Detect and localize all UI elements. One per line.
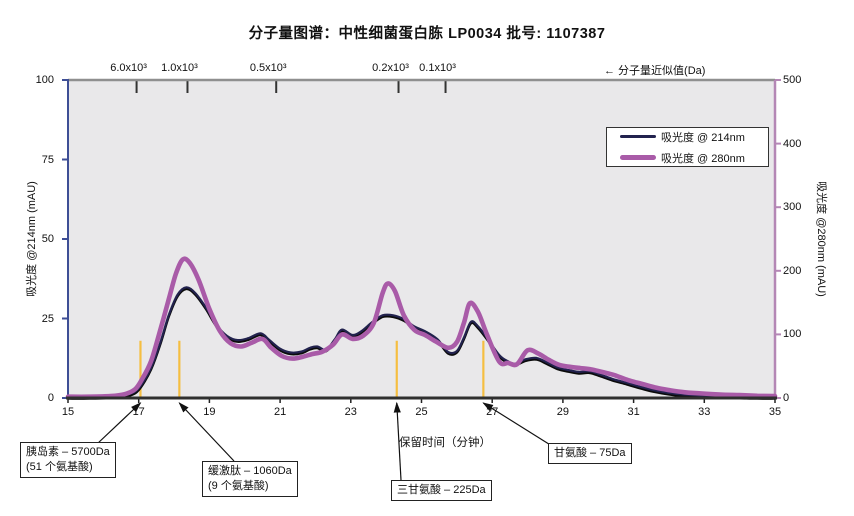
annotation-glycine: 甘氨酸 – 75Da (548, 443, 632, 464)
left-tick-label: 0 (47, 392, 54, 404)
right-tick-label: 100 (783, 328, 802, 341)
annotation-leader-line (178, 402, 235, 462)
x-tick-label: 17 (132, 406, 145, 418)
annotation-triglycine: 三甘氨酸 – 225Da (391, 480, 492, 501)
x-tick-label: 27 (486, 406, 499, 418)
mw-tick-label: 0.1x10³ (419, 62, 456, 74)
mw-tick-label: 1.0x10³ (161, 62, 198, 74)
left-tick-label: 75 (41, 153, 54, 166)
annotation-insulin: 胰岛素 – 5700Da (51 个氨基酸) (20, 442, 116, 478)
legend: 吸光度 @ 214nm 吸光度 @ 280nm (606, 127, 769, 167)
legend-item-280nm: 吸光度 @ 280nm (620, 150, 768, 166)
legend-item-214nm: 吸光度 @ 214nm (620, 129, 768, 145)
right-tick-label: 300 (783, 201, 802, 214)
mw-tick-label: 0.2x10³ (372, 62, 409, 74)
annotation-triglycine-line1: 三甘氨酸 – 225Da (397, 484, 486, 496)
x-tick-label: 19 (203, 406, 216, 418)
annotation-insulin-line2: (51 个氨基酸) (26, 461, 93, 473)
annotation-leader-line (96, 402, 142, 445)
annotation-bradykinin-line2: (9 个氨基酸) (208, 480, 269, 492)
x-tick-label: 31 (627, 406, 640, 418)
right-tick-label: 200 (783, 264, 802, 277)
annotation-leader-line (482, 402, 553, 447)
chart-title: 分子量图谱：中性细菌蛋白胨 LP0034 批号: 1107387 (248, 26, 606, 42)
annotation-glycine-line1: 甘氨酸 – 75Da (554, 447, 626, 459)
x-tick-label: 35 (768, 406, 782, 418)
legend-swatch-280nm-line (620, 155, 656, 160)
x-tick-label: 21 (273, 406, 287, 418)
left-tick-label: 50 (41, 233, 54, 245)
annotation-insulin-line1: 胰岛素 – 5700Da (26, 446, 110, 458)
right-axis-title: 吸光度 @280nm (mAU) (815, 181, 827, 297)
annotation-bradykinin-line1: 缓激肽 – 1060Da (208, 465, 292, 477)
left-tick-label: 100 (35, 74, 54, 86)
mw-axis-note: ← 分子量近似值(Da) (604, 65, 706, 77)
legend-label-280nm: 吸光度 @ 280nm (661, 152, 745, 165)
mw-tick-label: 6.0x10³ (110, 62, 147, 74)
x-tick-label: 25 (415, 406, 428, 418)
absorbance-214nm-curve-shadow (66, 287, 777, 400)
x-tick-label: 15 (61, 406, 75, 418)
mw-tick-label: 0.5x10³ (249, 62, 287, 74)
annotation-leader-line (393, 401, 402, 481)
legend-swatch-214nm-line (620, 135, 656, 138)
x-axis-title: 保留时间（分钟） (399, 437, 491, 449)
legend-label-214nm: 吸光度 @ 214nm (661, 131, 745, 144)
absorbance-214nm-curve (66, 286, 777, 399)
right-tick-label: 500 (783, 74, 802, 86)
absorbance-280nm-curve (65, 256, 778, 400)
right-tick-label: 400 (783, 137, 802, 150)
left-tick-label: 25 (41, 312, 54, 325)
x-tick-label: 29 (556, 406, 570, 418)
annotation-bradykinin: 缓激肽 – 1060Da (9 个氨基酸) (202, 461, 298, 497)
x-tick-label: 23 (344, 406, 357, 418)
x-tick-label: 33 (698, 406, 711, 418)
right-tick-label: 0 (783, 392, 790, 404)
